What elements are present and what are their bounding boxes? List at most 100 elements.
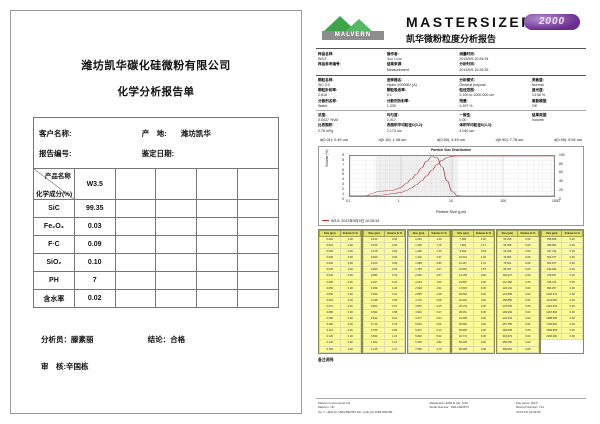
y-tick: 2 [342,187,344,192]
component-value: 0.02 [73,289,116,308]
analysis-time-value: 2013/9/5 10:26:35 [459,67,489,72]
empty-cell [196,217,239,236]
table-row: 0.283 0.16 [363,272,406,280]
x-tick: 100 [500,198,507,203]
component-value: 0.03 [73,217,116,236]
empty-cell [196,271,239,290]
operator-label: 操作者: [386,52,399,56]
surface-area-label: 比表面积: [318,123,334,128]
conclusion-label: 结论： [147,335,171,344]
dispersant-label: 分散剂名称: [318,98,338,103]
concentration-label: 浓度: [318,113,327,118]
d32-label: 表面积平均粒径D[3,2]: [386,123,424,128]
analysis-table: 客户名称: 产 地: 潍坊凯华 报告编号: 鉴定日期: [33,117,279,308]
table-cell: 2000.000 [540,333,563,341]
empty-cell [237,168,279,200]
percentile-row: d(0.01): 0.49 um d(0.10): 1.08 um d(0.50… [310,135,592,145]
y-tick: 7 [342,162,344,167]
d32-value: 2.173 um [386,128,402,133]
report-title: 化学分析报告单 [117,86,195,98]
distribution-table: Size (µm) Volume In % 355.656 0.00 399.052 0.… [539,228,584,354]
empty-cell [114,289,157,308]
empty-cell [155,168,198,200]
table-cell: 4.70 [428,345,450,353]
distribution-table: Size (µm) Volume In % 0.020 0.00 0.022 0.00 0.… [318,228,362,354]
percentile-d001: d(0.01): 0.49 um [320,137,348,142]
conclusion-value: 合格 [170,335,186,344]
result-col-1: 浓度: 0.0037 %Vol 比表面积: 2.78 m²/g [318,113,387,134]
sensitivity-label: 灵敏度: [531,77,544,82]
size-range-value: 0.100 to 1000.000 um [459,93,495,98]
distribution-tables: Size (µm) Volume In % 0.020 0.00 0.022 0.00 0.… [318,228,584,354]
empty-cell [114,253,157,272]
table-cell: 0.00 [517,345,539,353]
table-row: 1.125 1.27 [363,345,406,353]
footer-company: Malvern Instruments Ltd. Malvern, UK Tel… [318,400,393,414]
empty-cell [114,271,157,290]
empty-cell [155,253,198,272]
divider [316,74,586,76]
company-name: 潍坊凯华碳化硅微粉有限公司 [81,60,231,72]
result-col-2: 均匀度: 1.017 表面积平均粒径D[3,2]: 2.173 um [387,113,460,134]
meta-col-spacer [532,52,584,73]
analysis-time-label: 分析时间: [459,62,475,67]
empty-cell [196,235,239,254]
meta-col-time: 测量时间: 2013/9/5 10:26:34 分析时间: 2013/9/5 1… [459,52,532,73]
table-row: SiO₂ 0.10 [33,253,279,272]
residual-value: 0.207 % [459,103,473,108]
table-row: 10.024 1.46 [452,254,495,262]
dispersion-model-label: 离散模型: [531,98,548,103]
component-name: 含水率 [33,289,75,308]
percentile-d095: d(0.95): 9.94 um [554,137,582,142]
table-cell: 399.052 [496,345,519,353]
table-cell: 0.00 [561,333,583,341]
empty-cell [237,253,279,272]
product-name-cell: W3.5 [73,168,116,200]
sample-ref-label: 样品参考编号: [318,62,341,67]
table-row: Fe₂O₃ 0.03 [33,217,279,236]
empty-cell [196,168,239,200]
empty-cell [114,168,157,200]
table-row: 399.052 0.00 [496,345,539,353]
table-row: 0.159 0.00 [319,345,361,353]
brand-name: MALVERN [322,31,384,40]
component-name: F·C [33,235,75,254]
approver-value: 辛国栋 [66,362,89,371]
component-value: 0.09 [73,235,116,254]
y2-tick: 60 [559,170,563,175]
table-row: PH 7 [33,271,279,290]
x-tick: 0.1 [346,198,351,203]
particle-name-label: 颗粒名称: [318,77,334,82]
origin-label: 产 地: [141,128,167,138]
x-tick: 10 [449,198,453,203]
percentile-d050: d(0.50): 3.49 um [437,137,465,142]
result-type-value: Volume [531,118,544,123]
empty-cell [155,271,198,290]
y-tick: 1 [342,191,344,196]
param-col-3: 分析模式: General purpose 粒径范围: 0.100 to 100… [459,78,532,109]
sample-name-value: W3.5 [318,57,327,62]
mastersizer-report: MALVERN MASTERSIZER 2000 凯华微粉粒度分析报告 样品名称… [310,8,592,416]
product-badge: 2000 [524,14,580,30]
y2-tick: 40 [559,179,563,184]
mountain-icon [322,14,384,31]
table-row: 4.477 5.04 [407,315,450,323]
empty-cell [155,217,198,236]
percentile-d010: d(0.10): 1.08 um [378,137,407,142]
table-corner-header: 产品名称 化学成分(%) [33,168,75,200]
operator-value: Sun Lixia [386,57,402,62]
table-row: 20.000 0.00 [452,290,495,298]
percentile-d090: d(0.90): 7.78 um [495,137,524,142]
particle-ri-value: 2.616 [318,93,327,98]
corner-bottom-label: 化学成分(%) [36,191,73,198]
result-source-label: 结果来源: [386,62,403,67]
chart-ylabel: Volume (%) [325,149,329,167]
chemical-analysis-report: 潍坊凯华碳化硅微粉有限公司 化学分析报告单 客户名称: 产 地: 潍坊凯华 报告… [10,10,302,414]
y-tick: 9 [342,152,344,157]
component-name: SiO₂ [33,253,75,272]
empty-cell [155,199,198,218]
chart-plot [349,154,555,197]
footer-file: File name: W3.5 Record Number: 731 2013-… [516,400,544,414]
table-row: SiC 99.35 [33,199,279,218]
